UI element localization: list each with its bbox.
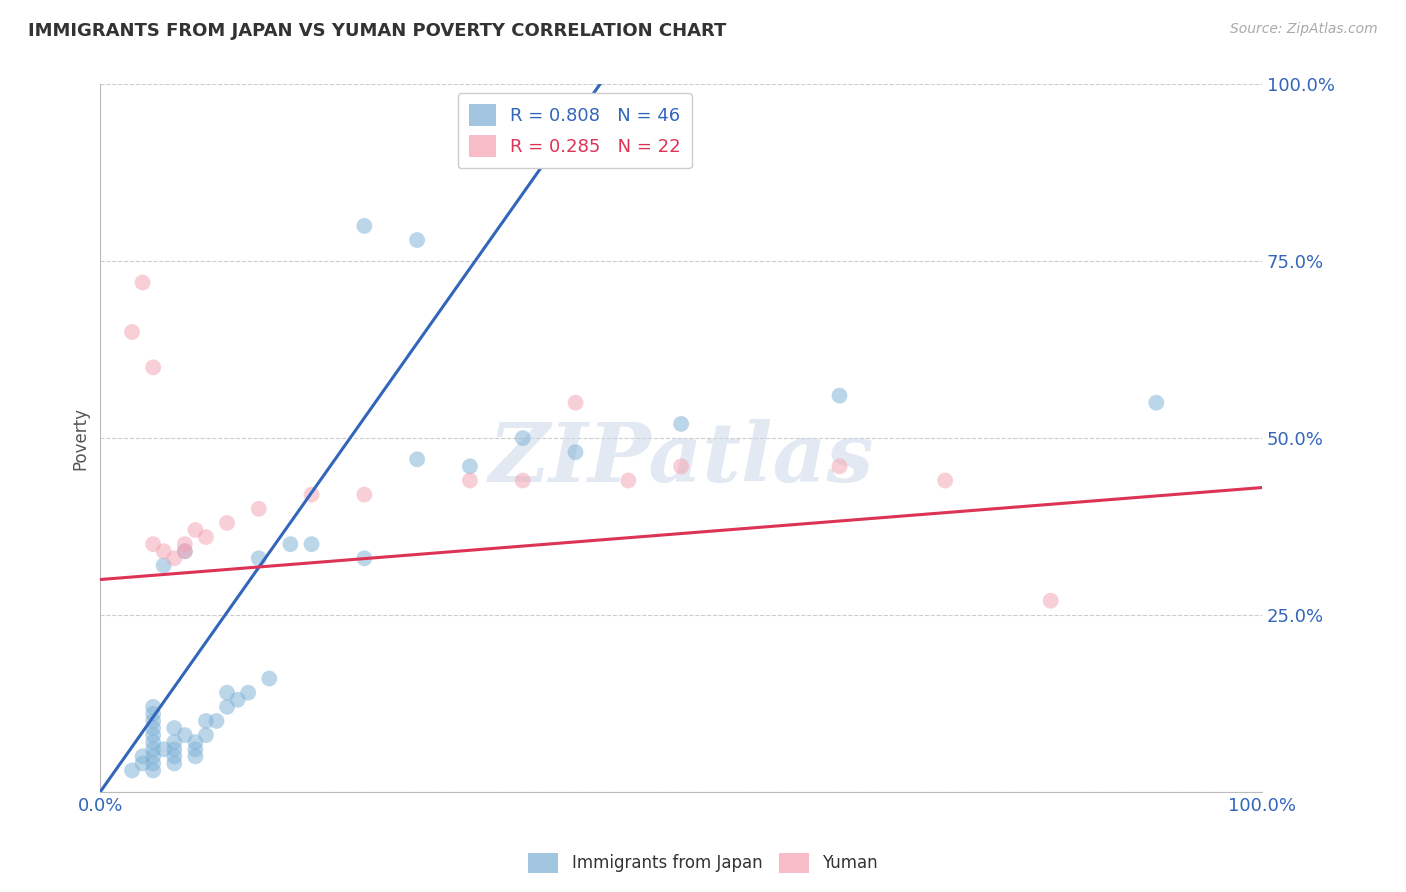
Point [617,474,640,488]
Point [163,749,186,764]
Point [142,749,165,764]
Point [238,686,260,700]
Point [247,501,270,516]
Point [173,544,195,558]
Point [152,558,174,573]
Point [215,699,238,714]
Legend: R = 0.808   N = 46, R = 0.285   N = 22: R = 0.808 N = 46, R = 0.285 N = 22 [458,94,692,169]
Point [121,325,143,339]
Point [828,389,851,403]
Point [828,459,851,474]
Point [458,459,481,474]
Point [353,219,375,233]
Point [142,756,165,771]
Point [669,459,692,474]
Point [142,728,165,742]
Point [142,742,165,756]
Point [564,445,586,459]
Point [142,706,165,721]
Point [121,764,143,778]
Point [163,756,186,771]
Point [152,544,174,558]
Point [301,537,323,551]
Point [142,360,165,375]
Point [194,714,217,728]
Point [142,699,165,714]
Point [142,735,165,749]
Y-axis label: Poverty: Poverty [72,407,89,469]
Point [131,276,153,290]
Point [163,721,186,735]
Point [131,756,153,771]
Point [184,735,207,749]
Point [184,749,207,764]
Point [669,417,692,431]
Point [1039,593,1062,607]
Point [353,551,375,566]
Point [247,551,270,566]
Point [280,537,302,551]
Point [163,551,186,566]
Point [194,728,217,742]
Point [406,452,429,467]
Point [215,516,238,530]
Text: Source: ZipAtlas.com: Source: ZipAtlas.com [1230,22,1378,37]
Point [173,728,195,742]
Point [184,523,207,537]
Point [301,488,323,502]
Point [142,764,165,778]
Point [163,742,186,756]
Point [142,721,165,735]
Point [259,672,281,686]
Point [1144,395,1167,409]
Point [184,742,207,756]
Point [173,537,195,551]
Point [142,537,165,551]
Point [934,474,956,488]
Point [215,686,238,700]
Point [564,395,586,409]
Point [194,530,217,544]
Point [131,749,153,764]
Point [173,544,195,558]
Point [406,233,429,247]
Text: IMMIGRANTS FROM JAPAN VS YUMAN POVERTY CORRELATION CHART: IMMIGRANTS FROM JAPAN VS YUMAN POVERTY C… [28,22,727,40]
Point [458,474,481,488]
Point [163,735,186,749]
Point [226,692,249,706]
Point [353,488,375,502]
Text: ZIPatlas: ZIPatlas [488,419,875,500]
Point [205,714,228,728]
Legend: Immigrants from Japan, Yuman: Immigrants from Japan, Yuman [522,847,884,880]
Point [512,474,534,488]
Point [142,714,165,728]
Point [512,431,534,445]
Point [152,742,174,756]
